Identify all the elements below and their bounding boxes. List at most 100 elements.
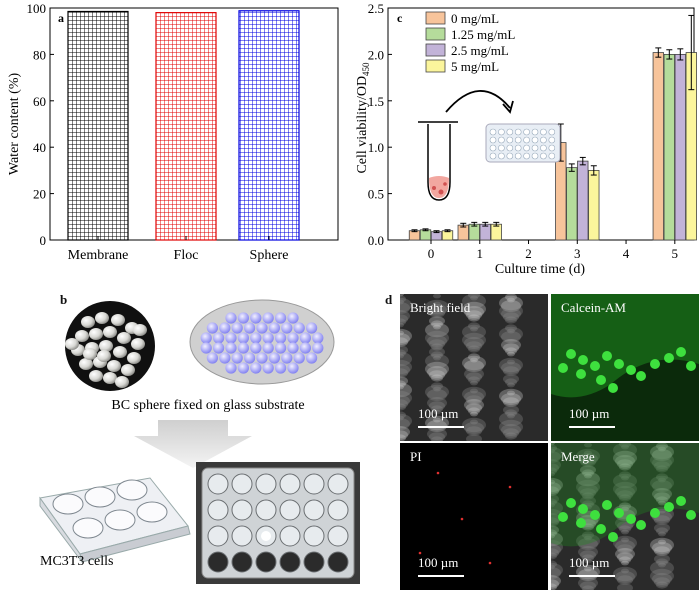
plate-well xyxy=(540,144,547,152)
sphere-schematic xyxy=(200,312,324,374)
sphere-dot xyxy=(268,352,280,364)
sphere-dot xyxy=(213,332,225,344)
sphere-dot xyxy=(206,352,218,364)
plate-well xyxy=(255,551,277,573)
sphere-dot xyxy=(250,342,262,354)
sphere-dot xyxy=(262,342,274,354)
x-tick-label: 5 xyxy=(672,246,679,261)
micro-label-calcein-am: Calcein-AM xyxy=(561,300,626,315)
bc-sphere xyxy=(131,338,145,350)
plate-well xyxy=(279,473,301,495)
sphere-dot xyxy=(200,332,212,344)
plate-well xyxy=(548,128,556,136)
plate-well xyxy=(506,128,514,136)
y-tick-label: 0 xyxy=(40,233,47,248)
plate-well xyxy=(514,136,522,144)
sphere-dot xyxy=(275,332,287,344)
bar-day1-s2 xyxy=(479,223,491,241)
bc-sphere xyxy=(75,330,89,342)
x-tick-label: 3 xyxy=(574,246,581,261)
sphere-dot xyxy=(312,332,324,344)
sphere-dot xyxy=(237,312,249,324)
bc-sphere xyxy=(79,358,93,370)
bc-sphere xyxy=(83,348,97,360)
sphere-dot xyxy=(299,342,311,354)
sphere-dot xyxy=(312,342,324,354)
plate-well xyxy=(514,128,522,136)
micro-panel-pi: PI 100 µm xyxy=(400,443,548,590)
micro-label-pi: PI xyxy=(410,449,422,464)
bar-day1-s3 xyxy=(490,223,502,241)
sphere-dot xyxy=(281,352,293,364)
scale-bar-text: 100 µm xyxy=(418,555,459,570)
plate-well xyxy=(523,136,530,144)
bc-sphere xyxy=(99,340,113,352)
legend-label: 0 mg/mL xyxy=(451,11,499,26)
plate-well xyxy=(104,509,136,531)
scale-bar xyxy=(418,575,464,577)
plate-well xyxy=(303,525,325,547)
legend-swatch xyxy=(425,59,446,73)
sphere-dot xyxy=(275,312,287,324)
y-tick-label: 60 xyxy=(33,94,46,109)
x-tick-label: 4 xyxy=(623,246,630,261)
bar-day0-s1 xyxy=(419,229,432,241)
bc-sphere xyxy=(113,346,127,358)
plate-well xyxy=(540,128,547,136)
sphere-dot xyxy=(225,342,237,354)
bc-sphere xyxy=(107,360,121,372)
sphere-dot xyxy=(262,362,274,374)
sphere-dot xyxy=(293,352,305,364)
sphere-dot xyxy=(287,362,299,374)
plate-well xyxy=(498,144,505,152)
sphere-dot xyxy=(275,342,287,354)
sphere-dot xyxy=(306,352,318,364)
bc-sphere xyxy=(261,531,271,541)
bar-day5-s2 xyxy=(674,54,686,241)
plate-well xyxy=(279,551,301,573)
sphere-dot xyxy=(250,332,262,344)
y-tick-label: 2.5 xyxy=(368,1,384,16)
bc-sphere-caption: BC sphere fixed on glass substrate xyxy=(111,398,304,413)
sphere-dot xyxy=(287,342,299,354)
six-well-plate-photo xyxy=(39,477,191,563)
sphere-dot xyxy=(287,332,299,344)
panel-c-xlabel: Culture time (d) xyxy=(495,262,586,277)
plate-well xyxy=(72,517,104,539)
plate-well xyxy=(523,144,530,152)
panel-a-chart: 0 20 40 60 80 100 Membrane Floc Sphere Water co… xyxy=(7,1,339,263)
bc-sphere xyxy=(127,352,141,364)
plate-well xyxy=(136,501,168,523)
scale-bar-text: 100 µm xyxy=(569,406,610,421)
arrowhead-icon xyxy=(502,100,514,114)
y-tick-label: 1.0 xyxy=(368,140,384,155)
sphere-dot xyxy=(287,312,299,324)
plate-well xyxy=(498,136,505,144)
panel-d-letter: d xyxy=(385,292,393,307)
plate-well xyxy=(506,144,514,152)
plate-well xyxy=(489,152,497,160)
plate-well xyxy=(327,551,349,573)
plate-well xyxy=(231,551,253,573)
sphere-dot xyxy=(219,352,231,364)
bar-sphere xyxy=(238,10,300,241)
panel-c-letter: c xyxy=(397,11,403,25)
bar-day1-s1 xyxy=(468,223,480,241)
twentyfour-well-plate-photo xyxy=(196,462,360,584)
plate-well xyxy=(506,136,514,144)
sphere-dot xyxy=(231,322,243,334)
y-tick-label: 100 xyxy=(27,1,47,16)
x-tick-label: 0 xyxy=(428,246,435,261)
plate-well xyxy=(531,152,539,160)
sphere-dot xyxy=(250,312,262,324)
bar-day5-s1 xyxy=(663,54,675,241)
bc-sphere xyxy=(89,370,103,382)
scale-bar xyxy=(569,575,615,577)
plate-well xyxy=(489,136,497,144)
micro-panel-merge: Merge 100 µm xyxy=(551,443,699,590)
x-tick-label: Sphere xyxy=(250,248,289,263)
well-plate-icon xyxy=(485,123,561,163)
panel-c-chart: 0.0 0.5 1.0 1.5 2.0 2.5 0 1 2 3 4 5 0 mg/mL1.25 mg… xyxy=(355,1,697,277)
plate-well xyxy=(303,499,325,521)
y-tick-label: 80 xyxy=(33,47,46,62)
